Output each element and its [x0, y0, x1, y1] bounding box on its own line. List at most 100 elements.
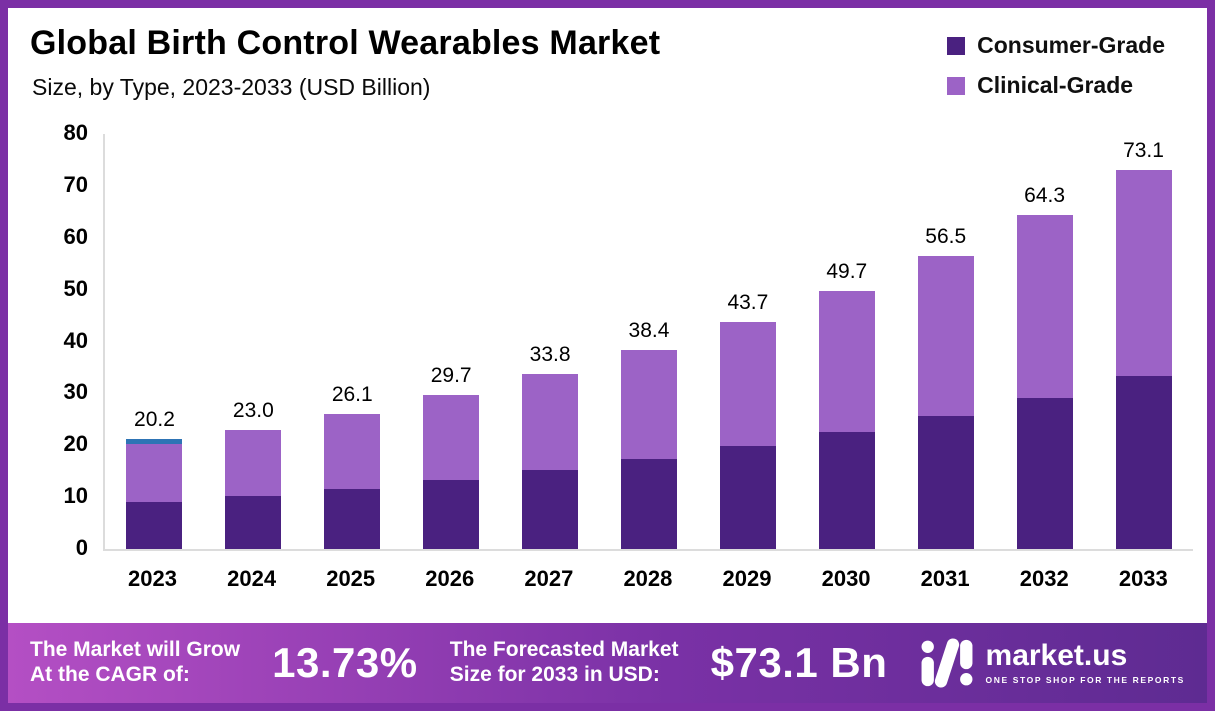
cagr-label-line2: At the CAGR of: [30, 663, 190, 686]
y-tick-label-40: 40 [63, 327, 88, 353]
bar-segment-clinical-grade-2028 [620, 349, 677, 460]
bar-total-label-2025: 26.1 [331, 382, 373, 406]
stacked-bar-2025 [324, 413, 381, 549]
bar-total-label-2027: 33.8 [529, 342, 571, 366]
bar-segment-clinical-grade-2023 [126, 444, 183, 503]
stacked-bar-2033 [1115, 169, 1172, 549]
stacked-bar-2031 [917, 255, 974, 549]
x-axis-label-2031: 2031 [920, 566, 970, 591]
bar-total-label-2032: 64.3 [1024, 184, 1066, 208]
x-axis-label-2032: 2032 [1019, 566, 1069, 591]
bar-column-2024: 23.0 [210, 134, 296, 549]
bar-total-label-2028: 38.4 [628, 318, 670, 342]
bar-column-2026: 29.7 [408, 134, 494, 549]
bar-segment-clinical-grade-2031 [917, 255, 974, 417]
x-axis-label-2028: 2028 [623, 566, 673, 591]
forecast-label-line1: The Forecasted Market [449, 638, 679, 662]
bar-column-2033: 73.1 [1101, 134, 1187, 549]
brand-text: market.us ONE STOP SHOP FOR THE REPORTS [985, 639, 1185, 686]
bar-segment-consumer-grade-2029 [719, 446, 776, 549]
bar-segment-consumer-grade-2032 [1016, 397, 1073, 549]
bar-total-label-2024: 23.0 [232, 398, 274, 422]
bar-segment-clinical-grade-2032 [1016, 215, 1073, 398]
forecast-label: The Forecasted Market Size for 2033 in U… [450, 638, 679, 688]
x-axis-label-2024: 2024 [227, 566, 277, 591]
bar-column-2029: 43.7 [705, 134, 791, 549]
bar-segment-clinical-grade-2030 [818, 291, 875, 433]
y-axis-labels: 0 10 20 30 40 50 60 70 80 [36, 120, 88, 560]
page-title: Global Birth Control Wearables Market [30, 24, 661, 62]
bar-segment-clinical-grade-2024 [225, 429, 282, 497]
x-axis-label-2029: 2029 [722, 566, 772, 591]
brand-tagline: ONE STOP SHOP FOR THE REPORTS [985, 675, 1185, 685]
x-axis-label-2025: 2025 [326, 566, 376, 591]
bar-column-2032: 64.3 [1002, 134, 1088, 549]
bar-segment-consumer-grade-2027 [522, 470, 579, 549]
stacked-bar-2029 [719, 322, 776, 549]
bar-total-label-2033: 73.1 [1123, 138, 1164, 162]
bar-column-2027: 33.8 [507, 134, 593, 549]
bar-segment-consumer-grade-2030 [818, 432, 875, 549]
bar-segment-consumer-grade-2025 [324, 488, 381, 549]
y-tick-label-30: 30 [63, 379, 88, 405]
cagr-label: The Market will Grow At the CAGR of: [30, 638, 240, 688]
legend-item-clinical-grade: Clinical-Grade [947, 72, 1165, 99]
y-tick-label-60: 60 [63, 223, 88, 249]
bar-segment-clinical-grade-2025 [324, 413, 381, 489]
bar-segment-consumer-grade-2028 [620, 459, 677, 549]
stacked-bar-2030 [818, 291, 875, 549]
legend-swatch-clinical-grade [947, 76, 966, 95]
bar-total-label-2030: 49.7 [826, 260, 868, 284]
stacked-bar-2023 [126, 439, 183, 549]
bar-column-2025: 26.1 [309, 134, 395, 549]
cagr-value: 13.73% [272, 639, 418, 686]
bar-segment-clinical-grade-2026 [423, 394, 480, 481]
y-tick-label-70: 70 [63, 171, 88, 197]
bar-segment-clinical-grade-2029 [719, 322, 776, 447]
y-tick-label-0: 0 [75, 535, 88, 560]
y-tick-label-80: 80 [63, 120, 88, 145]
bar-total-label-2023: 20.2 [134, 408, 175, 432]
stacked-bar-2032 [1016, 215, 1073, 549]
bar-segment-consumer-grade-2031 [917, 416, 974, 549]
x-axis-label-2027: 2027 [524, 566, 574, 591]
bar-column-2028: 38.4 [606, 134, 692, 549]
x-axis-labels: 2023 2024 2025 2026 2027 2028 2029 2030 2031 2032… [103, 566, 1193, 592]
legend-label-clinical-grade: Clinical-Grade [977, 72, 1134, 98]
plot-area: 20.2 23.0 26.1 29.7 33.8 38.4 43.7 49.7 56.5 64.3… [103, 134, 1193, 551]
bar-total-label-2026: 29.7 [430, 363, 472, 387]
bar-total-label-2031: 56.5 [925, 224, 967, 248]
brand-name: market.us [985, 639, 1128, 672]
y-tick-label-20: 20 [63, 431, 88, 457]
forecast-value: $73.1 Bn [710, 639, 888, 686]
forecast-label-line2: Size for 2033 in USD: [449, 663, 660, 686]
legend-item-consumer-grade: Consumer-Grade [947, 32, 1165, 59]
bar-column-2030: 49.7 [804, 134, 890, 549]
bar-segment-consumer-grade-2023 [126, 502, 183, 549]
legend: Consumer-Grade Clinical-Grade [947, 32, 1165, 99]
legend-label-consumer-grade: Consumer-Grade [977, 32, 1165, 58]
marketus-logo-icon [921, 638, 972, 688]
bar-column-2023: 20.2 [111, 134, 197, 549]
bar-column-2031: 56.5 [903, 134, 989, 549]
bar-segment-clinical-grade-2033 [1115, 169, 1172, 377]
bar-segment-clinical-grade-2027 [522, 373, 579, 471]
y-tick-label-50: 50 [63, 275, 88, 301]
stacked-bar-2024 [225, 429, 282, 549]
bar-segment-consumer-grade-2026 [423, 480, 480, 549]
x-axis-label-2030: 2030 [821, 566, 871, 591]
x-axis-label-2026: 2026 [425, 566, 475, 591]
brand: market.us ONE STOP SHOP FOR THE REPORTS [920, 638, 1185, 688]
bar-segment-consumer-grade-2024 [225, 496, 282, 549]
stacked-bar-2026 [423, 394, 480, 549]
stacked-bar-2028 [620, 349, 677, 549]
x-axis-label-2023: 2023 [128, 566, 177, 591]
bottom-banner: The Market will Grow At the CAGR of: 13.… [8, 623, 1207, 703]
x-axis-label-2033: 2033 [1118, 566, 1168, 591]
bar-total-label-2029: 43.7 [727, 291, 769, 315]
bar-segment-consumer-grade-2033 [1115, 376, 1172, 549]
cagr-label-line1: The Market will Grow [30, 638, 241, 662]
stacked-bar-2027 [522, 373, 579, 549]
page-subtitle: Size, by Type, 2023-2033 (USD Billion) [32, 74, 431, 100]
